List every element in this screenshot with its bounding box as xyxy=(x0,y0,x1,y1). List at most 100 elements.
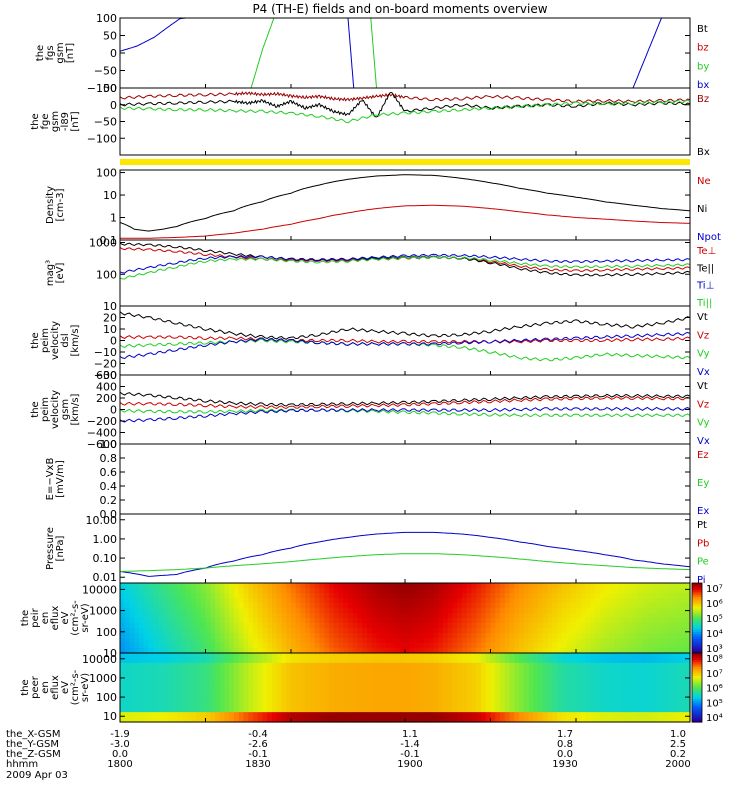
spectrogram-cell xyxy=(509,653,515,659)
spectrogram-cell xyxy=(462,593,468,599)
series-line-by xyxy=(370,18,377,88)
spectrogram-cell xyxy=(162,608,169,614)
spectrogram-cell xyxy=(134,603,140,609)
colorbar-segment xyxy=(692,699,702,702)
spectrogram-cell xyxy=(272,672,278,679)
spectrogram-cell xyxy=(120,692,126,698)
spectrogram-cell xyxy=(542,613,549,619)
spectrogram-cell xyxy=(329,613,335,619)
spectrogram-cell xyxy=(390,593,397,599)
spectrogram-cell xyxy=(376,653,382,659)
spectrogram-cell xyxy=(580,653,587,659)
spectrogram-cell xyxy=(604,603,610,609)
spectrogram-cell xyxy=(120,603,126,609)
spectrogram-cell xyxy=(414,702,420,708)
spectrogram-cell xyxy=(158,682,164,689)
spectrogram-cell xyxy=(514,583,520,589)
spectrogram-cell xyxy=(224,583,230,589)
spectrogram-cell xyxy=(300,623,306,629)
spectrogram-cell xyxy=(219,687,226,694)
spectrogram-cell xyxy=(528,588,534,594)
spectrogram-cell xyxy=(129,598,135,604)
spectrogram-cell xyxy=(590,618,596,624)
spectrogram-cell xyxy=(386,682,392,689)
spectrogram-cell xyxy=(528,598,534,604)
spectrogram-cell xyxy=(305,628,311,634)
spectrogram-cell xyxy=(523,667,530,674)
colorbar-segment xyxy=(692,680,702,684)
panel-frame xyxy=(119,239,691,307)
y-axis-label: the xyxy=(20,610,31,626)
spectrogram-cell xyxy=(362,662,368,669)
spectrogram-cell xyxy=(362,682,368,689)
spectrogram-cell xyxy=(324,648,330,654)
spectrogram-cell xyxy=(409,687,416,694)
spectrogram-cell xyxy=(561,692,568,698)
spectrogram-cell xyxy=(143,618,150,624)
y-tick-label: 10000 xyxy=(82,653,117,666)
spectrogram-cell xyxy=(305,588,311,594)
spectrogram-cell xyxy=(623,648,629,654)
spectrogram-cell xyxy=(238,588,245,594)
spectrogram-cell xyxy=(452,692,458,698)
spectrogram-cell xyxy=(224,697,230,703)
spectrogram-cell xyxy=(158,628,164,634)
spectrogram-cell xyxy=(300,662,306,669)
spectrogram-cell xyxy=(647,657,653,664)
spectrogram-cell xyxy=(547,653,553,659)
spectrogram-cell xyxy=(352,628,359,634)
spectrogram-cell xyxy=(443,648,449,654)
spectrogram-cell xyxy=(205,633,211,639)
spectrogram-cell xyxy=(500,707,506,713)
spectrogram-cell xyxy=(405,603,411,609)
spectrogram-cell xyxy=(310,598,316,604)
spectrogram-cell xyxy=(419,697,425,703)
spectrogram-cell xyxy=(276,697,283,703)
spectrogram-cell xyxy=(352,682,359,689)
spectrogram-cell xyxy=(509,692,515,698)
colorbar-segment xyxy=(692,673,702,677)
spectrogram-cell xyxy=(219,677,226,684)
spectrogram-cell xyxy=(661,687,667,694)
spectrogram-cell xyxy=(452,593,458,599)
spectrogram-cell xyxy=(124,702,131,708)
spectrogram-cell xyxy=(153,638,159,644)
spectrogram-cell xyxy=(595,618,601,624)
spectrogram-cell xyxy=(566,583,572,589)
spectrogram-cell xyxy=(191,717,197,723)
spectrogram-cell xyxy=(481,697,487,703)
spectrogram-cell xyxy=(229,682,235,689)
spectrogram-cell xyxy=(120,588,126,594)
spectrogram-cell xyxy=(614,707,620,713)
spectrogram-cell xyxy=(628,687,634,694)
spectrogram-cell xyxy=(628,712,634,718)
spectrogram-cell xyxy=(628,628,634,634)
spectrogram-cell xyxy=(343,588,349,594)
spectrogram-cell xyxy=(424,707,430,713)
spectrogram-cell xyxy=(139,613,145,619)
spectrogram-cell xyxy=(642,588,648,594)
spectrogram-cell xyxy=(533,657,539,664)
spectrogram-cell xyxy=(419,623,425,629)
spectrogram-cell xyxy=(609,692,615,698)
spectrogram-cell xyxy=(376,697,382,703)
spectrogram-cell xyxy=(495,613,501,619)
spectrogram-cell xyxy=(471,583,477,589)
spectrogram-cell xyxy=(457,608,463,614)
spectrogram-cell xyxy=(210,653,216,659)
spectrogram-cell xyxy=(675,638,682,644)
spectrogram-cell xyxy=(167,603,173,609)
spectrogram-cell xyxy=(623,667,629,674)
spectrogram-cell xyxy=(386,618,392,624)
spectrogram-cell xyxy=(120,583,126,589)
spectrogram-cell xyxy=(466,623,473,629)
spectrogram-cell xyxy=(300,657,306,664)
spectrogram-cell xyxy=(424,618,430,624)
spectrogram-cell xyxy=(329,667,335,674)
spectrogram-cell xyxy=(286,638,292,644)
spectrogram-cell xyxy=(447,712,454,718)
spectrogram-cell xyxy=(272,677,278,684)
legend-entry: Vy xyxy=(697,349,710,360)
spectrogram-cell xyxy=(357,702,363,708)
spectrogram-cell xyxy=(428,682,435,689)
